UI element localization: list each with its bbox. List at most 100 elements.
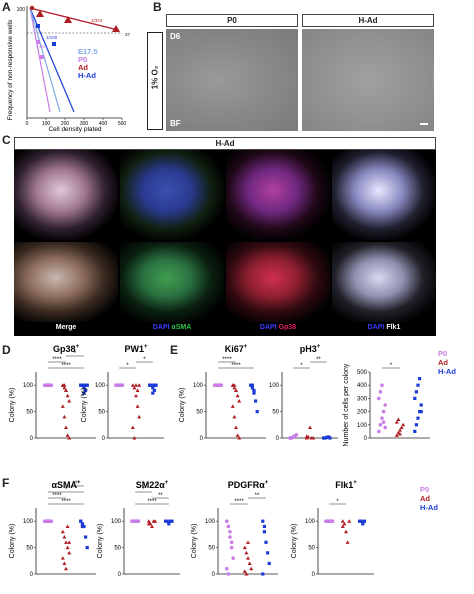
data-point-had: [419, 403, 423, 407]
data-point-p0: [377, 429, 381, 434]
significance-label: *: [143, 357, 146, 363]
data-point-had: [413, 429, 417, 433]
significance-label: *: [142, 487, 145, 493]
legend-entry: H-Ad: [420, 503, 438, 512]
data-point-p0: [225, 566, 229, 571]
e175-fit-line: [29, 7, 61, 113]
significance-label: *: [390, 363, 393, 369]
data-point-had: [79, 519, 83, 523]
p0-fit-line: [29, 7, 51, 113]
y-tick-label: 100: [23, 383, 34, 389]
significance-label: *: [65, 487, 68, 493]
label-gp38: DAPI Gp38: [226, 324, 330, 331]
data-point-ad: [65, 433, 70, 437]
y-tick-label: 0: [30, 572, 34, 578]
had-point: [52, 42, 56, 46]
panel-label-b: B: [153, 0, 162, 14]
data-point-had: [252, 391, 256, 395]
ad-fit-line: [29, 7, 119, 31]
data-point-ad: [64, 388, 68, 392]
data-point-ad: [311, 436, 316, 440]
data-point-had: [254, 399, 258, 403]
legend-entry: P0: [420, 485, 429, 494]
significance-label: *: [300, 363, 303, 369]
y-tick-label: 0: [212, 572, 216, 578]
gp38-label: Gp38: [278, 324, 297, 331]
data-point-ad: [153, 519, 158, 523]
gp38-image-1: [226, 150, 330, 240]
had-point: [36, 24, 40, 28]
data-point-had: [262, 530, 266, 534]
y-axis-label: Colony (%): [81, 388, 88, 423]
data-point-had: [413, 396, 417, 400]
data-point-had: [82, 391, 86, 395]
col-header-p0: P0: [166, 14, 298, 27]
data-point-ad: [398, 432, 402, 436]
ann-37: 37: [125, 32, 131, 37]
significance-label: ****: [61, 363, 71, 369]
flk1-image-2: [332, 242, 436, 322]
data-point-had: [85, 383, 89, 387]
data-point-had: [167, 522, 171, 526]
data-point-p0: [229, 540, 234, 545]
plot-title: Ki67+: [225, 344, 248, 354]
dot-plot: Number of cells per colony 0 100 200 300 400 5…: [343, 363, 430, 446]
data-point-ad: [237, 436, 242, 440]
data-point-ad: [247, 561, 252, 565]
asma-image-1: [120, 150, 224, 240]
data-point-ad: [60, 404, 65, 408]
data-point-p0: [378, 423, 383, 427]
y-tick-label: 200: [357, 410, 368, 416]
data-point-ad: [67, 540, 72, 544]
data-point-had: [266, 551, 270, 555]
x-tick-label: 400: [99, 121, 108, 127]
y-tick-label: 0: [276, 436, 280, 442]
y-tick-label: 100: [205, 519, 216, 525]
title-superscript: +: [244, 344, 248, 350]
data-point-ad: [394, 433, 399, 437]
data-point-ad: [340, 519, 345, 523]
gp38-image-2: [226, 242, 330, 322]
panel-a-xlabel: Cell density plated: [48, 126, 101, 133]
significance-label: *: [126, 363, 129, 369]
significance-label: *: [336, 499, 339, 505]
data-point-p0: [330, 519, 335, 523]
y-tick-label: 0: [30, 436, 34, 442]
scale-bar: [420, 123, 428, 125]
data-point-had: [414, 423, 418, 427]
data-point-had: [149, 383, 153, 387]
y-tick-label: 50: [26, 410, 33, 416]
y-tick-label: 50: [98, 410, 105, 416]
plot-title: pH3+: [300, 344, 321, 354]
y-axis-label: Colony (%): [179, 388, 186, 423]
data-point-ad: [232, 414, 237, 419]
y-tick-label: 100: [305, 519, 316, 525]
limiting-dilution-plot: Frequency of non-responsive wells 100 0 1…: [7, 5, 131, 133]
data-point-p0: [380, 383, 384, 388]
data-point-ad: [67, 436, 72, 440]
data-point-p0: [49, 383, 53, 388]
title-superscript: +: [77, 480, 81, 486]
merge-image-1: [14, 150, 118, 240]
y-tick-label: 50: [114, 546, 121, 552]
data-point-p0: [228, 535, 232, 539]
data-point-p0: [289, 436, 294, 440]
data-point-p0: [381, 409, 386, 414]
title-superscript: +: [265, 480, 269, 486]
data-point-had: [151, 391, 155, 395]
panel-label-d: D: [2, 343, 11, 357]
data-point-ad: [134, 393, 138, 398]
significance-label: *: [74, 351, 77, 357]
data-point-ad: [396, 417, 401, 422]
panel-label-a: A: [2, 0, 11, 14]
y-tick-label: 0: [200, 436, 204, 442]
y-tick-label: 50: [26, 546, 33, 552]
data-point-had: [252, 388, 256, 393]
significance-label: ****: [222, 357, 232, 363]
legend-entry: Ad: [78, 63, 88, 72]
data-point-had: [154, 383, 158, 387]
plot-title: αSMA+: [51, 480, 81, 490]
y-tick-label: 0: [312, 572, 316, 578]
